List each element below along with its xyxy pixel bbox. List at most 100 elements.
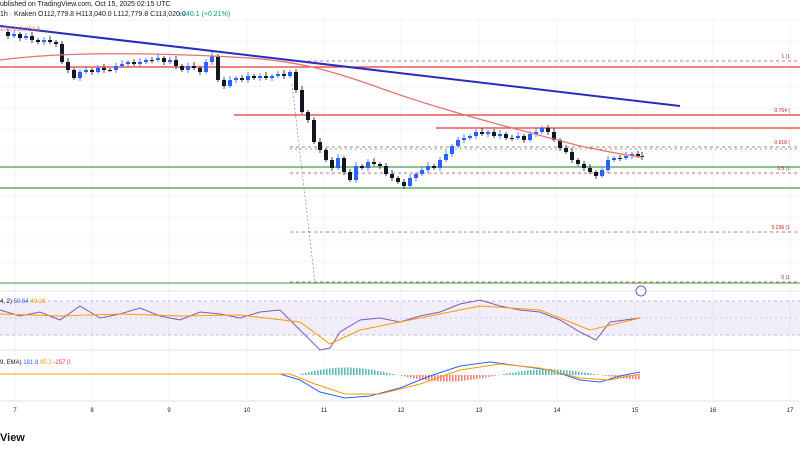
candle-body — [336, 158, 340, 168]
macd-histogram-bar — [542, 369, 544, 375]
candle-body — [210, 56, 214, 62]
x-tick-label: 10 — [244, 408, 251, 414]
candle-body — [72, 70, 76, 78]
ma-label: 100) 113,024.9 — [0, 27, 40, 33]
macd-histogram-bar — [509, 373, 511, 375]
signal-value: 95.2 — [40, 360, 52, 366]
macd-histogram-bar — [467, 375, 469, 380]
macd-histogram-bar — [533, 370, 535, 375]
candle-body — [258, 76, 262, 78]
macd-histogram-bar — [470, 375, 472, 380]
candle-body — [402, 182, 406, 186]
macd-histogram-bar — [299, 374, 301, 375]
candle-body — [528, 134, 532, 140]
candle-body — [456, 140, 460, 146]
candle-body — [636, 154, 640, 156]
candle-body — [234, 78, 238, 80]
signal-line — [0, 364, 640, 394]
candle-body — [246, 76, 250, 80]
candle-body — [18, 34, 22, 38]
candle-body — [624, 156, 628, 158]
candle-body — [354, 166, 358, 180]
candle-body — [438, 160, 442, 168]
macd-histogram-bar — [323, 369, 325, 375]
candle-body — [330, 160, 334, 168]
macd-histogram-bar — [347, 367, 349, 375]
macd-histogram-bar — [380, 371, 382, 375]
macd-histogram-bar — [434, 375, 436, 381]
candle-body — [516, 136, 520, 138]
candle-body — [162, 58, 166, 62]
macd-histogram-bar — [485, 375, 487, 378]
macd-histogram-bar — [362, 368, 364, 375]
candle-body — [126, 62, 130, 64]
x-tick-label: 9 — [167, 408, 171, 414]
candle-body — [222, 80, 226, 86]
macd-histogram-bar — [440, 375, 442, 381]
rsi-label-prefix: 4, 2) — [0, 299, 12, 305]
x-tick-label: 14 — [554, 408, 561, 414]
candle-body — [186, 66, 190, 70]
macd-histogram-bar — [407, 375, 409, 377]
macd-histogram-bar — [329, 368, 331, 375]
macd-label: 9, EMA) 181.8 95.2 -257.0 — [0, 360, 70, 366]
candle-body — [174, 60, 178, 66]
candle-body — [444, 154, 448, 160]
candle-body — [138, 62, 142, 64]
candle-body — [492, 132, 496, 136]
macd-histogram-bar — [545, 369, 547, 375]
macd-histogram-bar — [506, 374, 508, 375]
macd-histogram-bar — [584, 373, 586, 375]
macd-histogram-bar — [521, 371, 523, 375]
candle-body — [570, 152, 574, 160]
macd-histogram-bar — [332, 368, 334, 375]
macd-value: 181.8 — [23, 360, 38, 366]
candle-body — [144, 60, 148, 62]
macd-histogram-bar — [374, 370, 376, 375]
candle-body — [342, 158, 346, 172]
macd-histogram-bar — [377, 371, 379, 375]
candle-body — [420, 170, 424, 174]
macd-histogram-bar — [539, 370, 541, 375]
candle-body — [42, 40, 46, 42]
candle-body — [108, 70, 112, 71]
candle-body — [216, 56, 220, 80]
candle-body — [390, 174, 394, 178]
x-tick-label: 11 — [321, 408, 328, 414]
rsi-label: 4, 2) 50.64 49.28 — [0, 299, 45, 305]
candle-body — [372, 162, 376, 164]
macd-histogram-bar — [413, 375, 415, 378]
candle-body — [264, 76, 268, 78]
macd-histogram-bar — [392, 374, 394, 375]
macd-histogram-bar — [482, 375, 484, 378]
macd-histogram-bar — [527, 370, 529, 375]
x-tick-label: 7 — [13, 408, 17, 414]
candle-body — [432, 166, 436, 168]
candle-body — [600, 170, 604, 176]
candle-body — [486, 132, 490, 134]
candle-body — [522, 136, 526, 140]
macd-histogram-bar — [476, 375, 478, 379]
macd-histogram-bar — [419, 375, 421, 379]
candle-body — [198, 68, 202, 72]
macd-histogram-bar — [410, 375, 412, 378]
candle-body — [468, 136, 472, 138]
candle-body — [96, 68, 100, 72]
macd-histogram-bar — [320, 370, 322, 375]
candle-body — [288, 72, 292, 76]
macd-histogram-bar — [488, 375, 490, 377]
drop-projection-line — [292, 84, 315, 283]
macd-histogram-bar — [569, 371, 571, 375]
macd-histogram-bar — [593, 374, 595, 375]
macd-line — [0, 362, 640, 398]
fib-level-label: 1 (1 — [781, 54, 790, 60]
candle-body — [408, 178, 412, 186]
candle-body — [228, 80, 232, 86]
candle-body — [84, 70, 88, 72]
macd-histogram-bar — [581, 372, 583, 375]
candle-body — [180, 66, 184, 70]
candle-body — [384, 166, 388, 174]
macd-histogram-bar — [464, 375, 466, 381]
macd-histogram-bar — [590, 373, 592, 375]
